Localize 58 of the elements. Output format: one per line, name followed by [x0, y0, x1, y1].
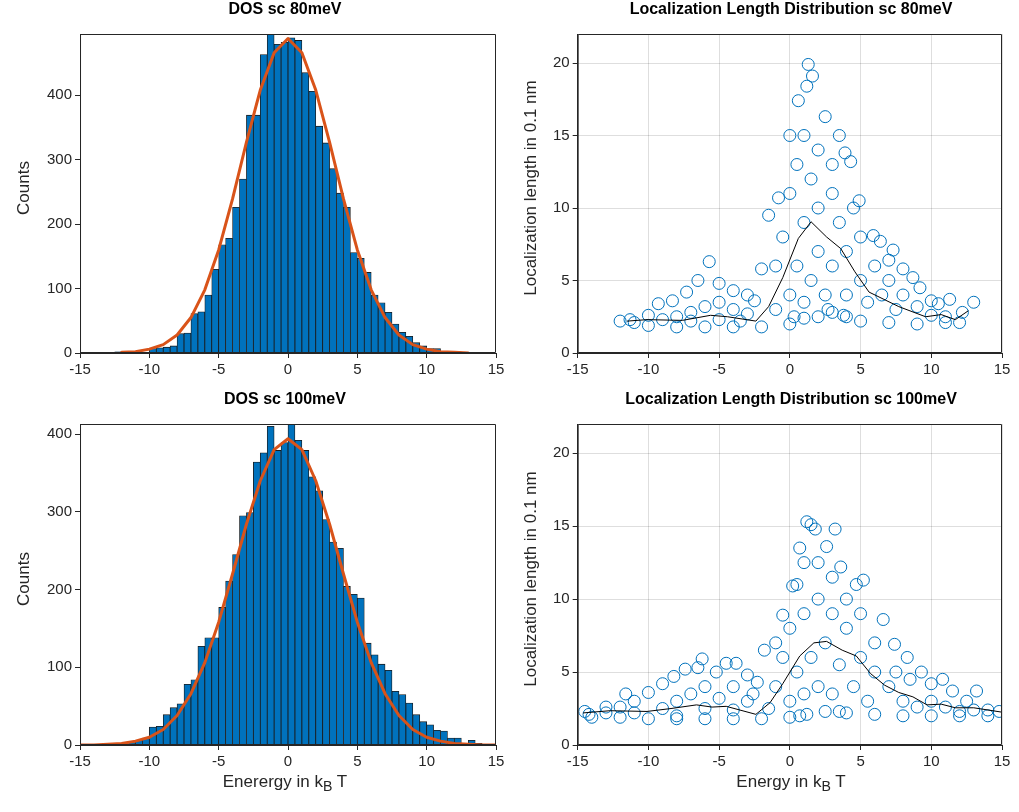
x-tick-label: -10 [138, 752, 161, 770]
chart-title: Localization Length Distribution sc 100meV [624, 390, 958, 408]
x-tick-label: 5 [856, 752, 865, 770]
y-tick-label: 400 [47, 85, 73, 103]
x-tick-label: 5 [353, 360, 362, 378]
x-tick-label: 10 [922, 360, 940, 378]
y-tick-label: 100 [47, 657, 73, 675]
x-axis-title: Energy in k$_{B}$ T [735, 772, 847, 795]
y-tick-label: 200 [47, 579, 73, 597]
y-axis-title: Localization length in 0.1 nm [520, 471, 541, 687]
y-tick-label: 10 [553, 589, 570, 607]
x-tick-label: 0 [785, 360, 795, 378]
y-tick-label: 5 [561, 662, 570, 680]
x-tick-label: 0 [785, 752, 795, 770]
x-tick-label: -5 [712, 360, 726, 378]
x-tick-label: 0 [283, 752, 293, 770]
x-tick-label: 10 [922, 752, 940, 770]
x-tick-label: 15 [993, 360, 1011, 378]
x-tick-label: 10 [418, 752, 436, 770]
y-tick-label: 10 [553, 198, 570, 216]
y-tick-label: 0 [63, 735, 73, 753]
chart-title: DOS sc 80meV [227, 0, 343, 18]
x-tick-label: -15 [69, 752, 91, 770]
x-tick-label: -10 [138, 360, 161, 378]
chart-title: Localization Length Distribution sc 80meV [628, 0, 954, 18]
x-tick-label: -5 [712, 752, 726, 770]
y-tick-label: 15 [553, 516, 570, 534]
y-tick-label: 0 [561, 343, 570, 361]
x-tick-label: -10 [637, 360, 660, 378]
x-tick-label: 5 [353, 752, 362, 770]
x-tick-label: -15 [566, 360, 589, 378]
y-axis-title: Localization length in 0.1 nm [520, 80, 541, 296]
y-tick-label: 0 [63, 343, 73, 361]
y-tick-label: 15 [553, 125, 570, 143]
y-axis-title: Counts [13, 552, 34, 606]
y-tick-label: 0 [561, 735, 570, 753]
x-tick-label: -15 [566, 752, 589, 770]
y-tick-label: 20 [553, 443, 570, 461]
y-tick-label: 5 [561, 270, 570, 288]
x-tick-label: 0 [283, 360, 293, 378]
y-tick-label: 100 [47, 278, 73, 296]
x-tick-label: 5 [856, 360, 865, 378]
x-tick-label: 15 [487, 360, 505, 378]
x-tick-label: -10 [637, 752, 660, 770]
x-tick-label: 10 [418, 360, 436, 378]
y-tick-label: 200 [47, 214, 73, 232]
x-tick-label: -5 [212, 360, 226, 378]
y-axis-title: Counts [13, 161, 34, 215]
y-tick-label: 20 [553, 53, 570, 71]
y-tick-label: 300 [47, 501, 73, 519]
chart-title: DOS sc 100meV [223, 390, 347, 408]
y-tick-label: 400 [47, 424, 73, 442]
y-tick-label: 300 [47, 149, 73, 167]
x-tick-label: -5 [212, 752, 226, 770]
x-tick-label: -15 [69, 360, 91, 378]
x-tick-label: 15 [487, 752, 505, 770]
x-axis-title: Enerergy in k$_{B}$ T [221, 772, 349, 795]
x-tick-label: 15 [993, 752, 1011, 770]
